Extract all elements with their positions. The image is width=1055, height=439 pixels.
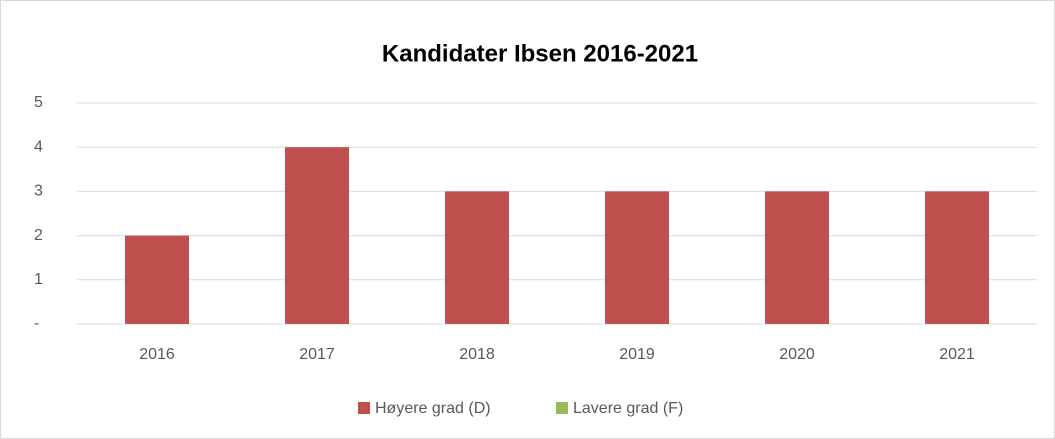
x-tick-label: 2020 (779, 346, 815, 363)
bar (285, 147, 349, 324)
legend-swatch (556, 402, 568, 414)
bar (605, 191, 669, 324)
x-tick-label: 2019 (619, 346, 655, 363)
bar (765, 191, 829, 324)
x-tick-label: 2018 (459, 346, 495, 363)
y-tick-label: 1 (34, 271, 43, 288)
bar (925, 191, 989, 324)
y-tick-label: 2 (34, 227, 43, 244)
y-tick-label: - (34, 315, 39, 332)
legend-label: Lavere grad (F) (573, 400, 683, 417)
chart-title: Kandidater Ibsen 2016-2021 (382, 40, 698, 67)
x-tick-label: 2017 (299, 346, 335, 363)
x-tick-label: 2021 (939, 346, 975, 363)
legend-swatch (358, 402, 370, 414)
y-tick-label: 5 (34, 94, 43, 111)
bar (125, 235, 189, 324)
bar (445, 191, 509, 324)
y-tick-label: 4 (34, 138, 43, 155)
x-tick-label: 2016 (139, 346, 175, 363)
legend-label: Høyere grad (D) (375, 400, 491, 417)
y-tick-label: 3 (34, 183, 43, 200)
